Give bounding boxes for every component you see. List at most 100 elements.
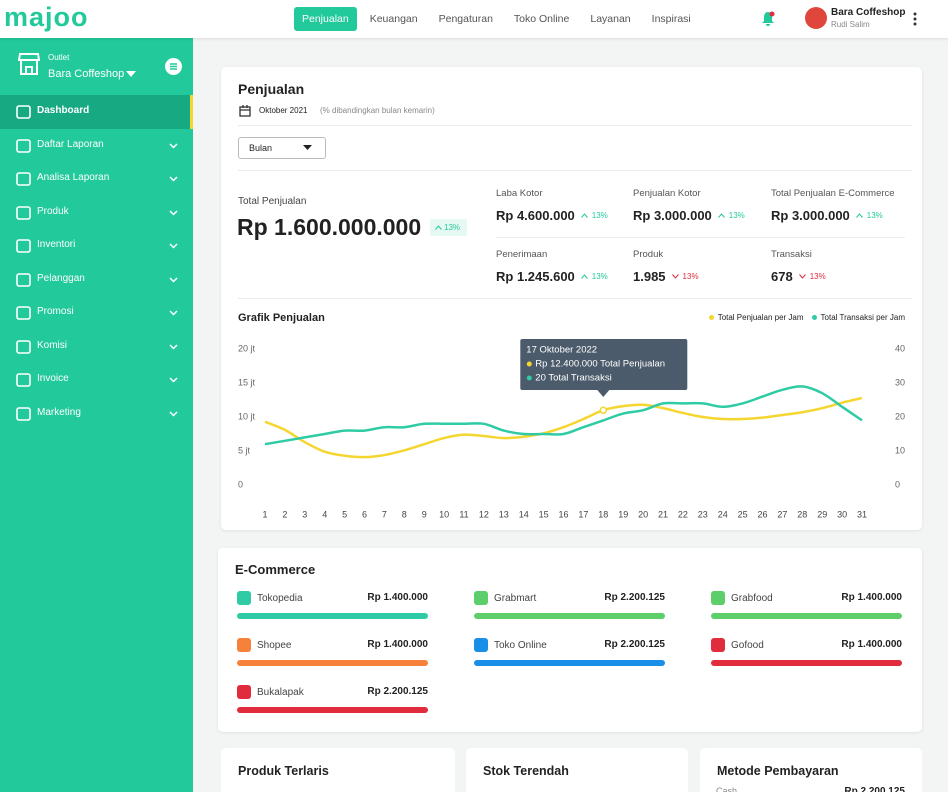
ecommerce-amount: Rp 1.400.000 xyxy=(367,639,428,650)
ecommerce-item: Grabfood Rp 1.400.000 xyxy=(711,591,902,621)
metric-row: 1.985 13% xyxy=(633,269,699,284)
nav-tab[interactable]: Pengaturan xyxy=(438,13,493,25)
sales-card: Penjualan Oktober 2021 (% dibandingkan b… xyxy=(221,67,922,530)
trend-caret xyxy=(580,274,588,279)
trend-caret xyxy=(671,274,679,279)
x-tick-label: 4 xyxy=(322,509,327,519)
total-value: Rp 1.600.000.000 xyxy=(237,214,422,240)
dropdown-caret xyxy=(303,145,312,150)
ecommerce-bar xyxy=(474,660,665,666)
ecommerce-bar xyxy=(474,613,665,619)
tooltip-item: Rp 12.400.000 Total Penjualan xyxy=(535,359,665,370)
menu-kebab[interactable] xyxy=(912,11,918,27)
menu-item[interactable]: Analisa Laporan xyxy=(0,162,193,196)
x-tick-label: 31 xyxy=(857,509,867,519)
metric-row: Rp 1.245.600 13% xyxy=(496,269,608,284)
y-tick-label: 15 jt xyxy=(238,377,256,387)
legend-item: Total Penjualan per Jam xyxy=(708,313,804,322)
summary-card: Stok Terendah xyxy=(466,748,688,792)
summary-card: Metode Pembayaran Cash Rp 2.200.125 xyxy=(700,748,922,792)
period: Oktober 2021 xyxy=(259,106,308,115)
x-tick-label: 15 xyxy=(539,509,549,519)
ecommerce-amount: Rp 2.200.125 xyxy=(604,639,665,650)
outlet-name[interactable]: Bara Coffeshop xyxy=(48,68,125,80)
x-tick-label: 30 xyxy=(837,509,847,519)
period-dropdown[interactable]: Bulan xyxy=(238,137,326,159)
metric-label: Penerimaan xyxy=(496,249,548,260)
x-tick-label: 18 xyxy=(598,509,608,519)
ecommerce-icon xyxy=(237,638,251,652)
metric-value: Rp 4.600.000 xyxy=(496,208,575,223)
series-line xyxy=(264,385,863,446)
ecommerce-icon xyxy=(474,638,488,652)
bell-icon[interactable] xyxy=(761,11,775,27)
menu-item[interactable]: Daftar Laporan xyxy=(0,129,193,163)
metric-value: 1.985 xyxy=(633,269,666,284)
card-title: Penjualan xyxy=(238,81,305,97)
ecommerce-name: Gofood xyxy=(731,640,764,651)
x-tick-label: 24 xyxy=(718,509,728,519)
ecommerce-item: Tokopedia Rp 1.400.000 xyxy=(237,591,428,621)
metric-label: Penjualan Kotor xyxy=(633,188,701,199)
chevron xyxy=(169,343,178,350)
menu-item[interactable]: Pelanggan xyxy=(0,263,193,297)
menu-label: Inventori xyxy=(37,239,76,250)
ecommerce-name: Shopee xyxy=(257,640,292,651)
menu-item[interactable]: Promosi xyxy=(0,296,193,330)
legend: Total Penjualan per Jam Total Transaksi p… xyxy=(708,313,905,322)
sidebar-toggle[interactable] xyxy=(165,58,182,75)
x-tick-label: 25 xyxy=(738,509,748,519)
x-tick-label: 22 xyxy=(678,509,688,519)
card-title: Stok Terendah xyxy=(483,764,569,778)
x-tick-label: 6 xyxy=(362,509,367,519)
x-tick-label: 3 xyxy=(302,509,307,519)
menu-item[interactable]: Produk xyxy=(0,196,193,230)
total-badge: 13% xyxy=(430,219,467,236)
menu-icon-shape xyxy=(16,373,31,387)
legend-swatch xyxy=(811,315,817,320)
menu-label: Promosi xyxy=(37,306,74,317)
divider xyxy=(238,170,912,171)
payment-amount: Rp 2.200.125 xyxy=(844,786,905,792)
metric-value: Rp 1.245.600 xyxy=(496,269,575,284)
menu-item[interactable]: Dashboard xyxy=(0,95,193,129)
menu-item[interactable]: Komisi xyxy=(0,330,193,364)
metric-label: Transaksi xyxy=(771,249,812,260)
menu-chevron xyxy=(169,176,178,182)
trend-caret xyxy=(855,213,863,218)
avatar[interactable] xyxy=(805,7,827,29)
x-tick-label: 2 xyxy=(282,509,287,519)
menu-chevron xyxy=(169,343,178,350)
nav-tab[interactable]: Inspirasi xyxy=(651,13,691,25)
ecommerce-item: Shopee Rp 1.400.000 xyxy=(237,638,428,668)
ecommerce-amount: Rp 1.400.000 xyxy=(841,639,902,650)
nav-tab[interactable]: Toko Online xyxy=(513,13,570,25)
metric-row: Rp 3.000.000 13% xyxy=(633,208,745,223)
metric-label: Laba Kotor xyxy=(496,188,543,199)
outlet-icon xyxy=(18,53,40,75)
ecommerce-item: Bukalapak Rp 2.200.125 xyxy=(237,685,428,715)
menu-item[interactable]: Inventori xyxy=(0,229,193,263)
menu-icon-shape xyxy=(16,272,31,287)
logo[interactable]: majoo xyxy=(4,2,89,32)
menu-icon-shape xyxy=(16,105,31,119)
menu-label: Marketing xyxy=(37,406,81,418)
nav-tab[interactable]: Penjualan xyxy=(294,7,357,31)
menu-label: Daftar Laporan xyxy=(37,138,104,150)
x-tick-label: 16 xyxy=(558,509,568,519)
y-tick-label: 5 jt xyxy=(238,445,251,455)
y2-tick-label: 30 xyxy=(895,377,905,387)
metric-change: 13% xyxy=(728,211,745,220)
trend-caret xyxy=(798,274,806,279)
menu-item[interactable]: Invoice xyxy=(0,363,193,397)
x-tick-label: 17 xyxy=(578,509,588,519)
ecommerce-item: Grabmart Rp 2.200.125 xyxy=(474,591,665,621)
menu-item[interactable]: Marketing xyxy=(0,397,193,431)
hover-point xyxy=(599,406,608,414)
metric-row: Rp 3.000.000 13% xyxy=(771,208,883,223)
menu-icon-shape xyxy=(16,205,31,220)
nav-tab[interactable]: Layanan xyxy=(590,13,631,25)
nav-tab[interactable]: Keuangan xyxy=(369,13,418,25)
trend-caret xyxy=(717,213,725,218)
top-bar: majoo Penjualan Keuangan Pengaturan Toko On… xyxy=(0,0,948,38)
